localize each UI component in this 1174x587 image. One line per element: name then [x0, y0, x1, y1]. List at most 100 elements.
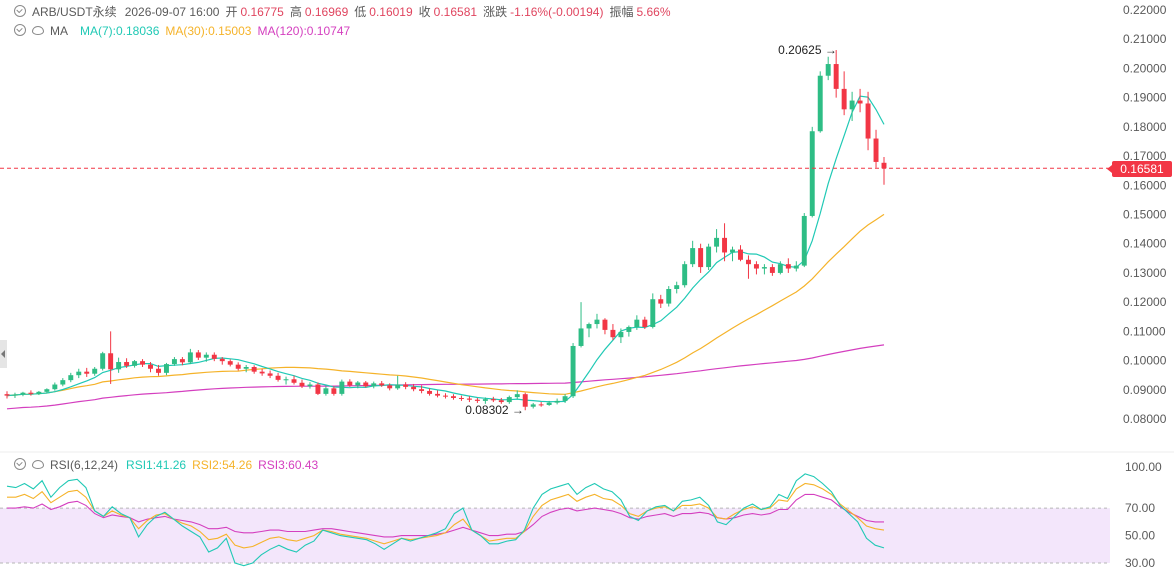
candle-down: [753, 264, 759, 269]
rsi-band: [0, 508, 1110, 563]
price-axis-tick: 0.10000: [1123, 354, 1167, 368]
candle-up: [626, 326, 632, 332]
candle-up: [817, 75, 823, 132]
candle-up: [578, 328, 584, 346]
candle-up: [52, 384, 58, 390]
rsi-collapse-toggle-icon[interactable]: [14, 458, 26, 470]
candle-up: [60, 380, 66, 385]
ma30-legend: MA(30):0.15003: [165, 24, 252, 38]
rsi-axis-tick: 70.00: [1125, 501, 1155, 515]
panel-collapse-handle[interactable]: [0, 340, 7, 368]
candle-down: [698, 248, 704, 268]
candle-up: [761, 267, 767, 269]
rsi-axis-tick: 50.00: [1125, 529, 1155, 543]
candle-down: [259, 371, 265, 374]
candle-up: [530, 404, 536, 407]
candle-up: [12, 394, 18, 396]
candle-down: [195, 352, 201, 358]
candle-up: [650, 299, 656, 327]
candle-up: [44, 389, 50, 392]
candle-up: [594, 319, 600, 325]
candle-down: [275, 375, 281, 380]
rsi-visibility-eye-icon[interactable]: [32, 460, 44, 469]
symbol-label: ARB/USDT永续: [32, 5, 117, 19]
low-value: 0.16019: [369, 5, 413, 19]
ma120-legend: MA(120):0.10747: [257, 24, 351, 38]
candle-down: [235, 364, 241, 369]
high-marker-label: 0.20625 →: [778, 43, 837, 57]
candle-down: [474, 399, 480, 401]
candle-up: [825, 64, 831, 76]
ohlc-info-row: ARB/USDT永续 2026-09-07 16:00 开 0.16775 高 0.169…: [14, 4, 677, 19]
candle-down: [881, 162, 887, 169]
candle-up: [203, 354, 209, 358]
close-label: 收: [418, 5, 431, 19]
candle-up: [20, 392, 26, 395]
rsi-legend-row: RSI(6,12,24) RSI1:41.26 RSI2:54.26 RSI3:60.…: [14, 457, 324, 472]
candle-up: [618, 331, 624, 338]
price-axis-tick: 0.12000: [1123, 295, 1167, 309]
candle-up: [243, 366, 249, 369]
candle-down: [227, 361, 233, 365]
candle-down: [745, 259, 751, 265]
rsi2-legend: RSI2:54.26: [192, 458, 253, 472]
collapse-toggle-icon[interactable]: [14, 5, 26, 17]
candle-down: [785, 264, 791, 269]
candle-down: [419, 389, 425, 391]
ma-visibility-eye-icon[interactable]: [32, 26, 44, 35]
candle-up: [116, 362, 122, 370]
candle-down: [140, 361, 146, 365]
candle-down: [387, 385, 393, 389]
candle-down: [347, 381, 353, 386]
candle-up: [674, 285, 680, 289]
candle-up: [849, 100, 855, 110]
rsi3-legend: RSI3:60.43: [258, 458, 319, 472]
price-axis-tick: 0.19000: [1123, 91, 1167, 105]
ma30-line: [6, 213, 885, 397]
candle-down: [642, 319, 648, 327]
open-value: 0.16775: [240, 5, 284, 19]
ma120-line: [6, 344, 885, 410]
candle-down: [466, 398, 472, 400]
candle-up: [163, 364, 169, 373]
candle-down: [857, 100, 863, 104]
candle-down: [84, 371, 90, 374]
candle-up: [706, 246, 712, 268]
candle-up: [586, 324, 592, 329]
price-axis-tick: 0.11000: [1123, 324, 1166, 338]
candle-down: [769, 267, 775, 273]
candle-down: [124, 362, 130, 366]
candle-down: [108, 353, 114, 370]
candle-up: [371, 383, 377, 387]
candle-down: [211, 354, 217, 359]
candle-up: [323, 388, 329, 394]
candle-up: [730, 249, 735, 253]
price-axis-tick: 0.18000: [1123, 120, 1167, 134]
candle-down: [156, 368, 161, 373]
price-axis-tick: 0.17000: [1123, 149, 1167, 163]
candle-up: [714, 237, 720, 247]
price-axis-tick: 0.16000: [1123, 178, 1167, 192]
price-axis-tick: 0.22000: [1123, 3, 1167, 17]
candle-down: [179, 359, 185, 363]
candle-down: [251, 366, 257, 372]
candle-up: [171, 359, 177, 365]
candle-down: [538, 404, 544, 406]
candle-up: [514, 394, 520, 398]
candle-up: [482, 399, 488, 401]
candle-up: [809, 131, 815, 216]
current-price-tag: 0.16581: [1107, 161, 1172, 177]
amplitude-label: 振幅: [609, 5, 634, 19]
ma-collapse-toggle-icon[interactable]: [14, 24, 26, 36]
candle-down: [315, 384, 321, 394]
candle-up: [793, 265, 799, 269]
price-axis-tick: 0.15000: [1123, 208, 1167, 222]
time-label: 2026-09-07 16:00: [124, 5, 220, 19]
candle-up: [92, 368, 98, 374]
candle-up: [801, 215, 807, 266]
candle-up: [36, 391, 42, 394]
candle-down: [28, 392, 34, 394]
candle-down: [435, 393, 440, 396]
